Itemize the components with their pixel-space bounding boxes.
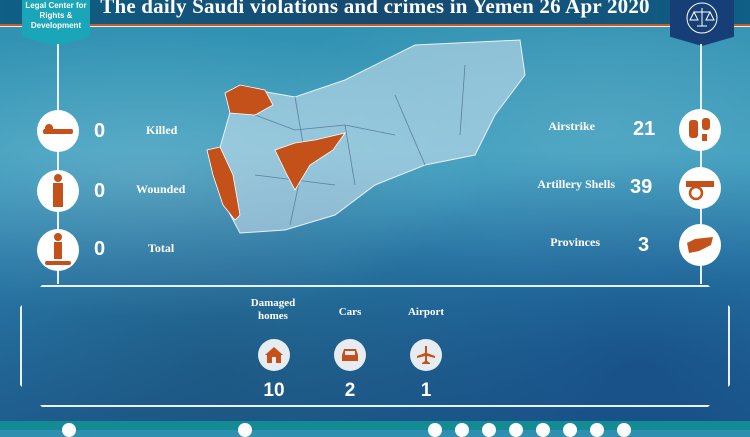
email-icon[interactable] (563, 423, 577, 437)
scales-of-justice-icon (686, 2, 718, 34)
artillery-count: 39 (630, 176, 653, 198)
casualties-total-icon (37, 229, 79, 271)
airplane-icon (410, 339, 442, 371)
car-icon (334, 339, 366, 371)
user-icon[interactable] (617, 423, 631, 437)
killed-person-icon (37, 110, 79, 152)
header-divider (0, 24, 750, 27)
cars-count: 2 (344, 380, 356, 401)
left-timeline-line (57, 44, 59, 284)
highlighted-province-saada (224, 84, 274, 116)
yemen-map (206, 39, 526, 234)
airstrike-count: 21 (633, 118, 656, 140)
airport-count: 1 (420, 380, 432, 401)
provinces-count: 3 (638, 234, 650, 256)
total-label: Total (148, 241, 175, 255)
whatsapp-icon[interactable] (536, 423, 550, 437)
bombs-icon (679, 109, 721, 151)
airport-label: Airport (407, 306, 445, 318)
page-title: The daily Saudi violations and crimes in… (100, 0, 650, 18)
youtube-icon[interactable] (482, 423, 496, 437)
cars-label: Cars (338, 306, 362, 318)
artillery-label: Artillery Shells (537, 177, 615, 191)
killed-label: Killed (146, 123, 178, 137)
airstrike-label: Airstrike (548, 119, 595, 133)
lcrd-logo-right (670, 0, 734, 46)
web-icon[interactable] (238, 423, 252, 437)
yemen-outline (214, 39, 526, 234)
total-count: 0 (94, 238, 106, 260)
facebook-icon[interactable] (428, 423, 442, 437)
wounded-person-icon (37, 170, 79, 212)
wounded-label: Wounded (136, 182, 186, 196)
damage-summary-panel (20, 285, 730, 407)
lcrd-logo-left: Legal Center for Rights & Development (22, 0, 90, 46)
wounded-count: 0 (94, 180, 106, 202)
instagram-icon[interactable] (590, 423, 604, 437)
highlighted-province-marib (274, 132, 346, 191)
highlighted-province-hodeidah (206, 146, 241, 221)
house-icon (258, 339, 290, 371)
telegram-icon[interactable] (509, 423, 523, 437)
killed-count: 0 (94, 120, 106, 142)
damaged-homes-label: Damaged homes (250, 297, 296, 322)
twitter-icon[interactable] (455, 423, 469, 437)
right-timeline-line (700, 44, 702, 284)
yemen-map-icon (679, 224, 721, 266)
footer-band (0, 421, 750, 430)
cannon-icon (679, 167, 721, 209)
damaged-homes-count: 10 (263, 380, 285, 401)
header-band: The daily Saudi violations and crimes in… (0, 0, 750, 24)
provinces-label: Provinces (550, 235, 600, 249)
phone-icon[interactable] (62, 423, 76, 437)
